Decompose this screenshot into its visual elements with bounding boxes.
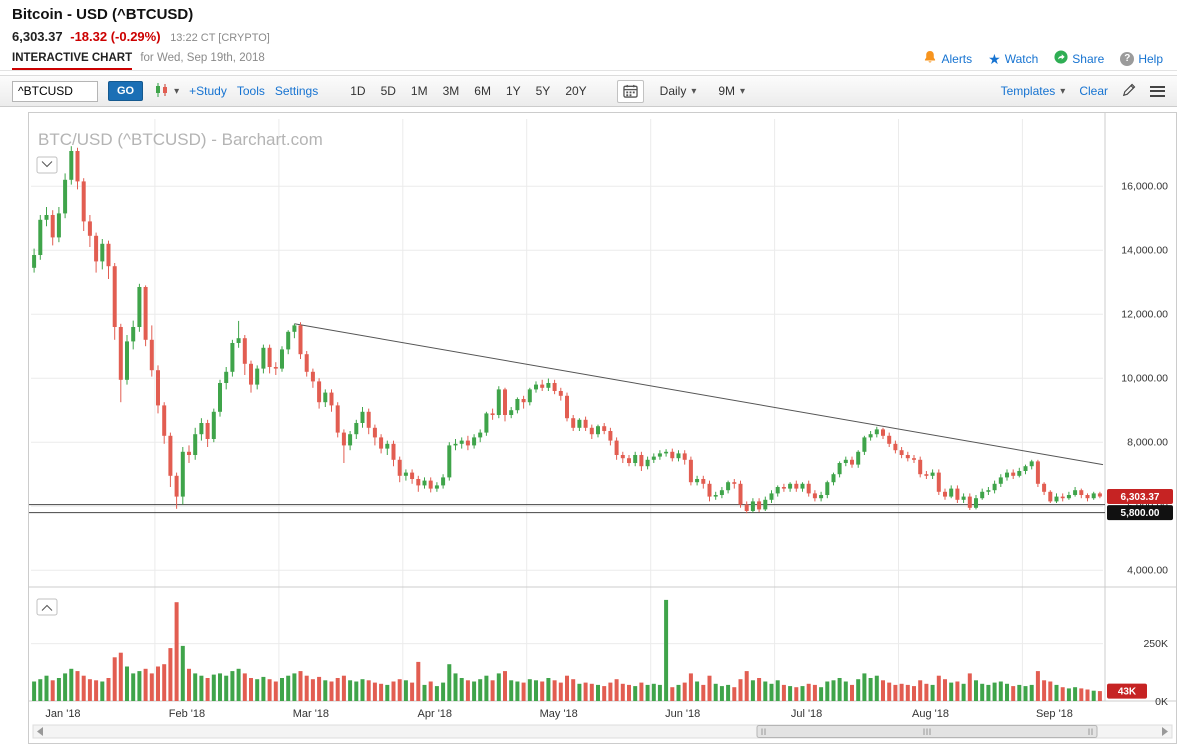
toolbar-right-group: Templates ▾ Clear bbox=[1001, 82, 1165, 100]
svg-text:Sep '18: Sep '18 bbox=[1036, 708, 1073, 720]
support-lines[interactable] bbox=[29, 504, 1105, 514]
svg-text:5,800.00: 5,800.00 bbox=[1121, 508, 1160, 519]
tools-link[interactable]: Tools bbox=[236, 84, 265, 98]
volume-badge: 43K bbox=[1107, 683, 1147, 699]
svg-text:16,000.00: 16,000.00 bbox=[1121, 181, 1168, 193]
quote-time: 13:22 CT [CRYPTO] bbox=[170, 32, 270, 44]
watch-star-icon: ★ bbox=[988, 50, 1001, 67]
range-1d-button[interactable]: 1D bbox=[344, 81, 371, 101]
chart-panel: 16,000.00 14,000.00 12,000.00 10,000.00 8,00… bbox=[28, 112, 1177, 744]
menu-button[interactable] bbox=[1150, 82, 1165, 100]
hamburger-icon bbox=[1150, 85, 1165, 97]
volume-series bbox=[32, 599, 1102, 701]
quote-actions: Alerts ★ Watch Share ? Help bbox=[923, 50, 1163, 67]
scroll-right-arrow-icon bbox=[1162, 727, 1168, 736]
svg-text:Mar '18: Mar '18 bbox=[293, 708, 329, 720]
volume-pane-collapse-button[interactable] bbox=[36, 598, 58, 616]
quote-summary: 6,303.37 -18.32 (-0.29%) 13:22 CT [CRYPT… bbox=[12, 29, 270, 44]
tab-interactive-chart[interactable]: INTERACTIVE CHART bbox=[12, 52, 133, 71]
chart-type-select[interactable]: ▾ bbox=[153, 82, 179, 101]
go-button[interactable]: GO bbox=[108, 81, 144, 101]
candlestick-series bbox=[32, 146, 1102, 514]
svg-text:10,000.00: 10,000.00 bbox=[1121, 373, 1168, 385]
calendar-button[interactable] bbox=[616, 79, 644, 103]
range-5d-button[interactable]: 5D bbox=[375, 81, 402, 101]
pencil-icon bbox=[1122, 83, 1136, 100]
svg-text:BTC/USD (^BTCUSD) - Barchart.c: BTC/USD (^BTCUSD) - Barchart.com bbox=[38, 130, 323, 149]
range-3m-button[interactable]: 3M bbox=[437, 81, 466, 101]
scrollbar-thumb[interactable] bbox=[756, 725, 1098, 738]
chart-toolbar: GO ▾ +Study Tools Settings 1D 5D 1M 3M 6… bbox=[0, 75, 1177, 107]
chart-date-label: for Wed, Sep 19th, 2018 bbox=[140, 52, 265, 64]
last-price: 6,303.37 bbox=[12, 29, 63, 44]
caret-down-icon: ▾ bbox=[691, 85, 697, 97]
watch-link[interactable]: ★ Watch bbox=[988, 52, 1038, 66]
range-5y-button[interactable]: 5Y bbox=[530, 81, 557, 101]
scroll-left-arrow-icon bbox=[37, 727, 43, 736]
chart-grid bbox=[31, 119, 1103, 701]
y-axis-labels: 16,000.00 14,000.00 12,000.00 10,000.00 8,00… bbox=[1121, 181, 1168, 708]
svg-text:4,000.00: 4,000.00 bbox=[1127, 565, 1168, 577]
svg-text:Feb '18: Feb '18 bbox=[169, 708, 205, 720]
range-buttons: 1D 5D 1M 3M 6M 1Y 5Y 20Y bbox=[344, 81, 592, 101]
svg-text:8,000.00: 8,000.00 bbox=[1127, 437, 1168, 449]
chart-scrollbar[interactable] bbox=[32, 724, 1173, 739]
symbol-input[interactable] bbox=[12, 80, 98, 102]
svg-text:0K: 0K bbox=[1155, 696, 1168, 708]
x-axis-labels: Jan '18 Feb '18 Mar '18 Apr '18 May '18 Jun '… bbox=[45, 708, 1072, 720]
span-select[interactable]: 9M ▾ bbox=[718, 84, 745, 98]
header-divider bbox=[0, 70, 1177, 71]
svg-text:Jan '18: Jan '18 bbox=[45, 708, 80, 720]
alerts-link[interactable]: Alerts bbox=[923, 50, 972, 67]
page-title: Bitcoin - USD (^BTCUSD) bbox=[12, 6, 194, 23]
svg-text:6,303.37: 6,303.37 bbox=[1121, 492, 1160, 503]
svg-text:250K: 250K bbox=[1143, 638, 1168, 650]
share-label: Share bbox=[1072, 51, 1105, 66]
caret-down-icon: ▾ bbox=[740, 85, 746, 97]
clear-link[interactable]: Clear bbox=[1079, 84, 1108, 98]
frequency-select[interactable]: Daily ▾ bbox=[660, 84, 697, 98]
trendline[interactable] bbox=[294, 323, 1104, 466]
range-1m-button[interactable]: 1M bbox=[405, 81, 434, 101]
help-icon: ? bbox=[1120, 51, 1135, 66]
help-link[interactable]: ? Help bbox=[1120, 51, 1163, 66]
alerts-label: Alerts bbox=[941, 51, 973, 66]
frequency-value: Daily bbox=[659, 84, 687, 98]
draw-tool-button[interactable] bbox=[1122, 83, 1136, 100]
svg-text:Jul '18: Jul '18 bbox=[791, 708, 822, 720]
caret-down-icon: ▾ bbox=[174, 85, 180, 97]
calendar-icon bbox=[622, 84, 638, 101]
add-study-link[interactable]: +Study bbox=[189, 84, 227, 98]
range-1y-button[interactable]: 1Y bbox=[500, 81, 527, 101]
settings-link[interactable]: Settings bbox=[274, 84, 319, 98]
svg-text:Apr '18: Apr '18 bbox=[418, 708, 453, 720]
pane-borders bbox=[29, 113, 1176, 702]
span-value: 9M bbox=[718, 84, 736, 98]
alert-bell-icon bbox=[923, 50, 937, 67]
svg-text:14,000.00: 14,000.00 bbox=[1121, 245, 1168, 257]
svg-text:12,000.00: 12,000.00 bbox=[1121, 309, 1168, 321]
price-change: -18.32 (-0.29%) bbox=[70, 29, 161, 44]
svg-text:Jun '18: Jun '18 bbox=[665, 708, 700, 720]
svg-text:Aug '18: Aug '18 bbox=[912, 708, 949, 720]
templates-label: Templates bbox=[1000, 84, 1056, 98]
templates-select[interactable]: Templates ▾ bbox=[1001, 84, 1066, 98]
svg-text:43K: 43K bbox=[1118, 687, 1137, 698]
range-6m-button[interactable]: 6M bbox=[468, 81, 497, 101]
caret-down-icon: ▾ bbox=[1060, 85, 1066, 97]
help-label: Help bbox=[1138, 51, 1163, 66]
price-chart-canvas[interactable]: 16,000.00 14,000.00 12,000.00 10,000.00 8,00… bbox=[29, 113, 1176, 743]
share-icon bbox=[1054, 50, 1068, 67]
main-pane-collapse-button[interactable] bbox=[36, 156, 58, 174]
svg-text:May '18: May '18 bbox=[540, 708, 578, 720]
candlestick-type-icon bbox=[153, 82, 171, 101]
chart-watermark: BTC/USD (^BTCUSD) - Barchart.com bbox=[38, 130, 323, 149]
watch-label: Watch bbox=[1004, 51, 1039, 66]
share-link[interactable]: Share bbox=[1054, 50, 1104, 67]
last-price-badge: 6,303.37 bbox=[1107, 489, 1173, 504]
breadcrumb: INTERACTIVE CHART for Wed, Sep 19th, 201… bbox=[12, 52, 265, 71]
range-20y-button[interactable]: 20Y bbox=[559, 81, 592, 101]
support-price-badge: 5,800.00 bbox=[1107, 505, 1173, 521]
